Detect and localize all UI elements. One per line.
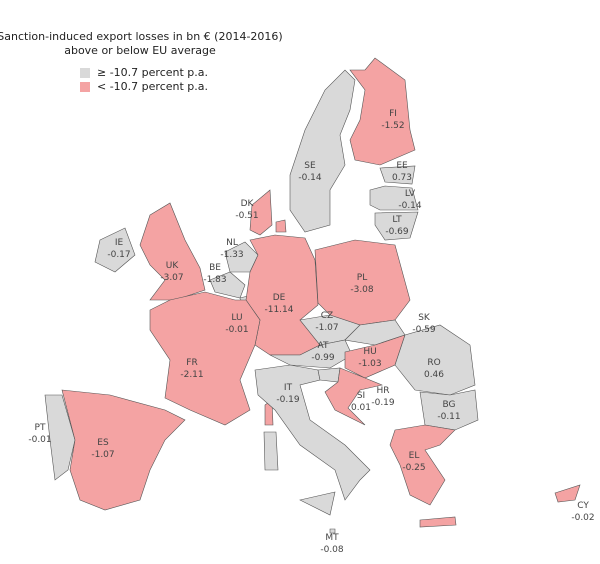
country-uk [139, 202, 206, 301]
country-value: -1.07 [91, 450, 114, 460]
country-cy [554, 484, 581, 503]
country-value: -11.14 [264, 305, 293, 315]
country-value: -0.59 [412, 325, 436, 335]
country-bg [419, 389, 479, 431]
country-code: LT [392, 215, 402, 225]
country-value: -0.02 [571, 513, 594, 523]
country-at [269, 339, 353, 369]
legend-swatch [80, 82, 90, 92]
country-fr [149, 291, 261, 426]
country-code: PT [35, 423, 46, 433]
subtitle: above or below EU average [64, 44, 216, 57]
country-it [299, 491, 336, 516]
country-sk [344, 319, 406, 346]
country-code: AT [318, 341, 329, 351]
country-code: FI [389, 109, 397, 119]
country-code: HU [363, 347, 376, 357]
country-value: -0.01 [28, 435, 51, 445]
country-code: CZ [321, 311, 333, 321]
labels: FI -1.52 SE -0.14 EE 0.73 LV -0.14 LT -0… [28, 109, 594, 555]
country-mt [329, 528, 336, 534]
country-be [209, 271, 246, 299]
country-code: IT [284, 383, 293, 393]
country-value: -0.19 [276, 395, 300, 405]
country-value: -0.11 [437, 412, 460, 422]
country-value: -1.33 [220, 250, 243, 260]
country-lv [369, 185, 419, 211]
country-el [389, 424, 456, 506]
country-value: 0.01 [351, 403, 371, 413]
country-si [317, 367, 341, 383]
country-code: BE [209, 263, 221, 273]
country-code: EL [409, 451, 420, 461]
country-ee [379, 165, 416, 185]
country-value: -2.11 [180, 370, 203, 380]
countries [44, 57, 581, 534]
country-fi [349, 57, 416, 166]
title: Sanction-induced export losses in bn € (… [0, 30, 283, 43]
country-code: UK [166, 261, 180, 271]
country-code: LV [405, 189, 416, 199]
country-value: -0.99 [311, 353, 335, 363]
country-value: -1.52 [381, 121, 404, 131]
country-value: -0.01 [225, 325, 248, 335]
country-value: -0.51 [235, 211, 258, 221]
country-code: MT [325, 533, 339, 543]
country-value: 0.46 [424, 370, 444, 380]
country-value: -1.03 [358, 359, 381, 369]
country-code: SI [357, 391, 365, 401]
country-code: DE [273, 293, 286, 303]
country-code: NL [226, 238, 238, 248]
country-el [419, 516, 457, 528]
legend-label: < -10.7 percent p.a. [97, 80, 208, 93]
country-code: SK [418, 313, 431, 323]
country-hr [324, 367, 383, 426]
country-value: -0.69 [385, 227, 409, 237]
country-code: CY [577, 501, 589, 511]
country-code: HR [376, 386, 389, 396]
country-code: SE [304, 161, 316, 171]
country-lt [374, 211, 419, 241]
country-code: IE [115, 238, 124, 248]
country-value: -0.19 [371, 398, 395, 408]
country-value: -1.07 [315, 323, 338, 333]
country-pt [44, 394, 76, 481]
country-it [263, 431, 279, 471]
country-es [61, 389, 186, 511]
country-code: ES [97, 438, 109, 448]
country-code: PL [357, 273, 367, 283]
legend-swatch [80, 68, 90, 78]
country-value: -0.25 [402, 463, 425, 473]
country-value: -0.17 [107, 250, 130, 260]
country-dk [249, 189, 273, 236]
country-value: -3.07 [160, 273, 183, 283]
country-code: FR [186, 358, 197, 368]
country-code: DK [241, 199, 255, 209]
country-ie [94, 227, 136, 273]
country-value: 0.73 [392, 173, 412, 183]
country-value: -0.08 [320, 545, 344, 555]
country-code: BG [443, 400, 456, 410]
country-value: -0.14 [398, 201, 422, 211]
country-ro [394, 324, 476, 396]
legend-label: ≥ -10.7 percent p.a. [97, 66, 208, 79]
country-value: -0.14 [298, 173, 322, 183]
country-value: -3.08 [350, 285, 374, 295]
country-se [289, 69, 356, 233]
country-code: RO [427, 358, 440, 368]
country-value: -1.83 [203, 275, 226, 285]
country-code: LU [231, 313, 242, 323]
country-code: EE [396, 161, 408, 171]
country-dk [275, 219, 287, 233]
